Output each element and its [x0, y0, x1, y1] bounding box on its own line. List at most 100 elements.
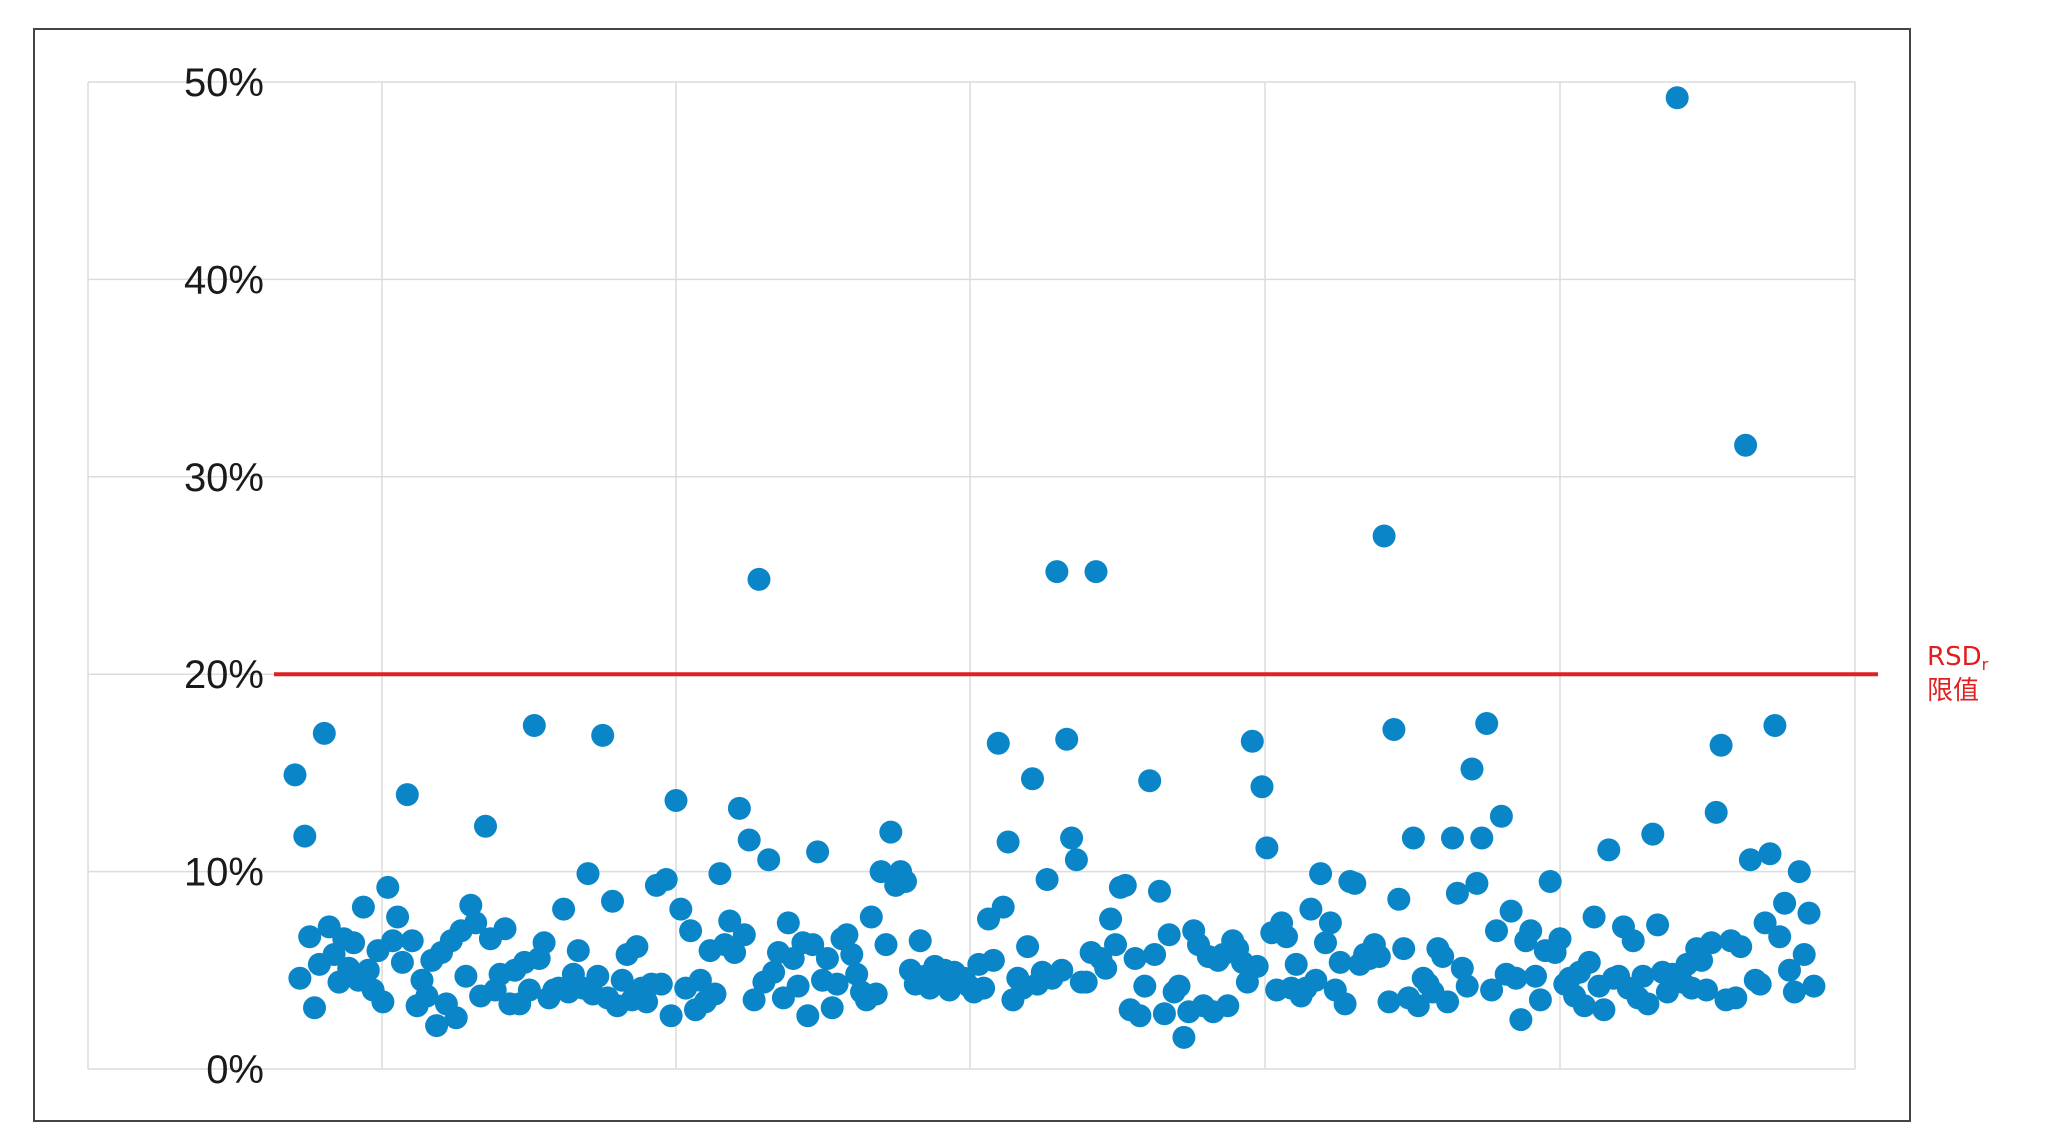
data-point — [566, 939, 590, 963]
data-point — [1465, 871, 1489, 895]
data-point — [1485, 919, 1508, 943]
gridlines — [87, 81, 1856, 1070]
rsd-limit-label-subscript: r — [1982, 655, 1989, 674]
data-point — [1768, 925, 1792, 949]
data-point — [1592, 998, 1616, 1022]
data-point — [351, 895, 375, 919]
data-point — [1123, 947, 1147, 970]
data-point — [610, 968, 634, 992]
data-point — [996, 830, 1020, 854]
data-point — [1460, 757, 1484, 781]
data-point — [1084, 560, 1108, 584]
data-point — [303, 996, 326, 1020]
data-point — [1309, 862, 1333, 886]
data-point — [1406, 994, 1430, 1018]
data-point — [703, 982, 727, 1006]
data-point — [742, 988, 766, 1012]
data-point — [727, 796, 751, 820]
y-axis-tick-labels: 0% 10% 20% 30% 40% 50% — [184, 61, 264, 1092]
data-point — [869, 860, 893, 884]
data-point — [1172, 1025, 1196, 1049]
data-point — [723, 941, 747, 964]
data-point — [659, 1004, 683, 1028]
data-point — [981, 948, 1005, 972]
data-point — [1519, 919, 1543, 943]
data-point — [1480, 978, 1504, 1002]
data-point — [293, 824, 317, 848]
data-point — [1729, 935, 1753, 959]
data-point — [835, 923, 859, 947]
data-point — [825, 972, 849, 996]
data-point — [1450, 956, 1474, 980]
data-point — [400, 929, 424, 953]
data-point — [1275, 925, 1298, 949]
y-tick-label-3: 30% — [184, 456, 264, 500]
data-point — [1778, 958, 1801, 982]
data-point — [1021, 767, 1044, 791]
data-point — [1724, 986, 1748, 1010]
data-point — [1128, 1004, 1152, 1028]
data-point — [1802, 974, 1826, 998]
data-point — [757, 848, 781, 872]
data-point — [1455, 974, 1479, 998]
data-point — [425, 1014, 449, 1038]
data-point — [1748, 972, 1772, 996]
data-point — [1738, 848, 1762, 872]
data-point — [1148, 879, 1171, 903]
data-point — [1470, 826, 1494, 850]
data-point — [874, 933, 898, 957]
data-point — [1704, 800, 1728, 824]
data-point — [1367, 945, 1391, 968]
data-point — [864, 982, 888, 1006]
data-point — [1753, 911, 1777, 935]
data-point — [908, 929, 932, 953]
data-point — [845, 962, 869, 986]
data-point — [1343, 871, 1367, 895]
data-point — [356, 958, 380, 982]
data-point — [806, 840, 830, 864]
data-point — [669, 897, 693, 921]
data-point — [601, 889, 624, 913]
data-point — [859, 905, 883, 929]
data-point — [815, 947, 839, 970]
data-point — [1377, 990, 1401, 1014]
data-point — [415, 984, 439, 1008]
data-point — [664, 789, 688, 812]
data-point — [342, 931, 366, 955]
data-point — [1792, 943, 1816, 966]
data-points — [283, 86, 1826, 1049]
data-point — [1255, 836, 1279, 860]
data-point — [1328, 950, 1352, 974]
data-point — [1304, 968, 1328, 992]
data-point — [1641, 822, 1665, 846]
data-point — [801, 933, 825, 957]
data-point — [1167, 974, 1191, 998]
rsd-limit-label-line1: RSDr — [1927, 642, 1989, 674]
data-point — [688, 968, 712, 992]
data-point — [737, 828, 761, 852]
data-point — [1060, 826, 1084, 850]
data-point — [1758, 842, 1782, 866]
data-point — [1528, 988, 1552, 1012]
data-point — [1104, 933, 1127, 957]
data-point — [1646, 913, 1670, 937]
data-point — [1695, 978, 1718, 1002]
data-point — [1709, 733, 1733, 757]
data-point — [371, 990, 395, 1014]
data-point — [1387, 887, 1411, 911]
data-point — [298, 925, 322, 949]
data-point — [747, 567, 771, 591]
data-point — [1314, 931, 1337, 955]
data-point — [1113, 873, 1137, 897]
data-point — [1665, 86, 1689, 110]
data-point — [972, 976, 996, 1000]
data-point — [552, 897, 576, 921]
data-point — [1099, 907, 1123, 931]
data-point — [1382, 718, 1406, 741]
data-point — [1138, 769, 1162, 793]
data-point — [1143, 943, 1167, 966]
data-point — [879, 820, 903, 844]
data-point — [1631, 964, 1655, 988]
